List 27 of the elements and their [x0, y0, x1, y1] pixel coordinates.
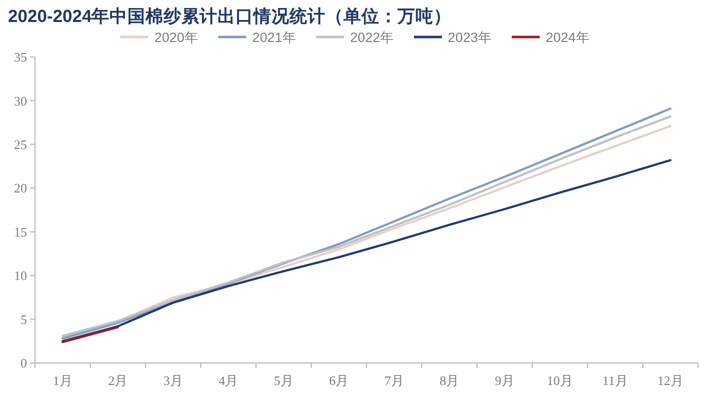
x-tick-label: 11月 [602, 373, 628, 388]
y-tick-label: 35 [14, 50, 27, 65]
y-tick-label: 25 [14, 136, 27, 152]
legend-label: 2020年 [154, 30, 198, 45]
x-tick-label: 2月 [108, 373, 128, 388]
y-tick-label: 30 [14, 93, 27, 108]
y-tick-label: 0 [20, 356, 27, 371]
x-tick-label: 12月 [657, 373, 684, 388]
x-tick-label: 6月 [329, 373, 349, 388]
legend-label: 2024年 [546, 30, 590, 45]
legend-label: 2023年 [448, 30, 492, 45]
y-tick-label: 5 [20, 312, 27, 327]
chart-title: 2020-2024年中国棉纱累计出口情况统计（单位：万吨） [8, 6, 452, 26]
line-series [62, 159, 672, 342]
x-tick-label: 5月 [274, 373, 294, 388]
legend-label: 2021年 [252, 30, 296, 45]
x-tick-label: 8月 [440, 373, 460, 388]
x-tick-label: 3月 [163, 373, 183, 388]
y-tick-label: 20 [14, 180, 27, 196]
x-tick-label: 10月 [546, 373, 573, 388]
x-tick-label: 9月 [494, 373, 514, 388]
legend-label: 2022年 [350, 30, 394, 45]
y-tick-label: 10 [14, 268, 27, 284]
x-tick-label: 1月 [52, 373, 72, 388]
y-tick-label: 15 [14, 224, 27, 240]
x-tick-label: 4月 [218, 373, 238, 388]
x-tick-label: 7月 [384, 373, 404, 388]
